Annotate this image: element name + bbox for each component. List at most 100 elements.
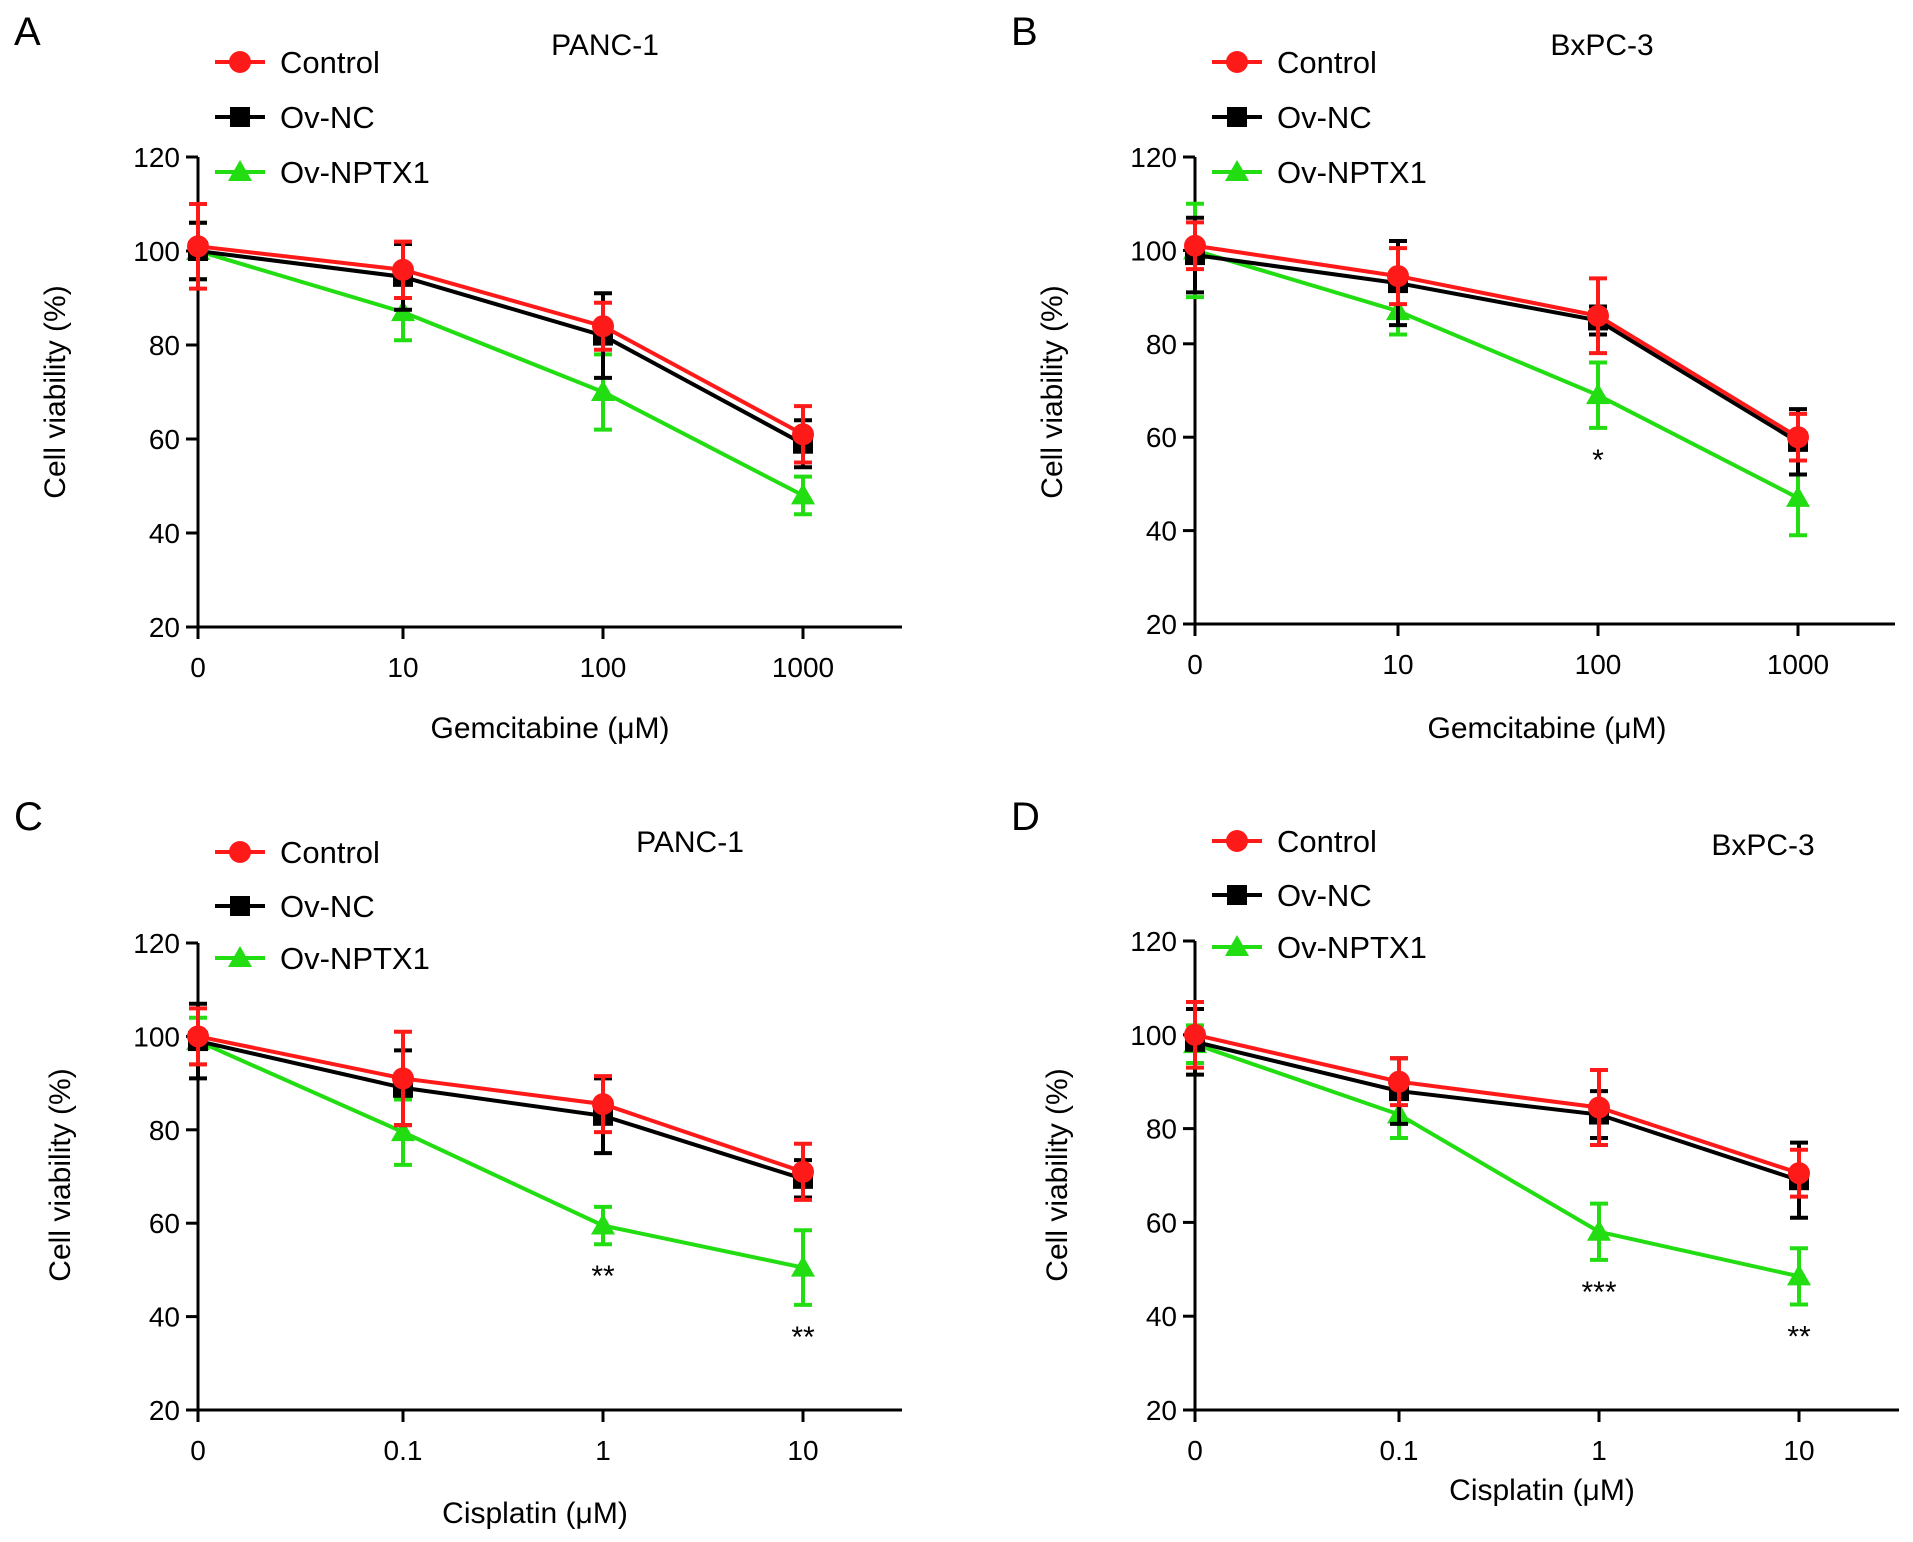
y-axis-label: Cell viability (%) [39, 285, 72, 498]
data-point [792, 1160, 814, 1183]
series-line [197, 244, 804, 437]
y-tick-label: 40 [1146, 516, 1177, 547]
legend: Control Ov-NC Ov-NPTX1 [215, 45, 430, 190]
chart-title: BxPC-3 [1550, 29, 1653, 62]
legend: Control Ov-NC Ov-NPTX1 [1212, 45, 1427, 190]
x-axis-label: Gemcitabine (μM) [1427, 712, 1666, 745]
legend-marker [1227, 107, 1247, 127]
data-point [392, 258, 414, 281]
x-tick-label: 10 [387, 652, 418, 683]
y-tick-label: 80 [1146, 329, 1177, 360]
data-point [1786, 485, 1810, 507]
legend-label: Ov-NPTX1 [280, 941, 430, 976]
data-point [791, 483, 815, 505]
legend-label: Control [1277, 45, 1377, 80]
legend-marker [1227, 885, 1247, 905]
legend-marker [228, 160, 252, 181]
panel-label: C [14, 795, 43, 839]
series-ov-nc [188, 220, 813, 470]
series-control [1184, 220, 1809, 463]
chart-title: PANC-1 [636, 826, 744, 859]
series-line [197, 1039, 804, 1181]
x-tick-label: 10 [1783, 1435, 1814, 1466]
y-tick-label: 40 [1146, 1301, 1177, 1332]
data-point [1388, 1070, 1410, 1093]
y-tick-label: 20 [149, 1395, 180, 1426]
y-tick-label: 60 [1146, 1207, 1177, 1238]
x-tick-label: 0.1 [384, 1435, 423, 1466]
x-tick-label: 1 [595, 1435, 611, 1466]
y-tick-label: 100 [133, 1021, 180, 1052]
data-point [391, 1120, 415, 1142]
series-line [1194, 253, 1800, 444]
y-tick-label: 120 [133, 142, 180, 173]
series-ov-nc [1185, 1007, 1809, 1220]
data-point [1788, 1162, 1810, 1185]
legend-marker [1226, 51, 1248, 73]
data-point [1587, 304, 1609, 327]
series-line [1194, 1032, 1800, 1176]
legend-marker [229, 841, 251, 863]
chart-panel-b: B BxPC-3 20 40 60 80 100 120 0 10 100 1000 Gemcitabi… [1011, 10, 1895, 745]
significance-marker: ** [791, 1321, 815, 1354]
y-tick-label: 20 [1146, 609, 1177, 640]
data-point [1787, 426, 1809, 449]
y-tick-label: 80 [1146, 1114, 1177, 1145]
legend-marker [1226, 830, 1248, 852]
y-tick-label: 20 [1146, 1395, 1177, 1426]
series-ov-nc [188, 1001, 813, 1200]
data-point [592, 315, 614, 338]
significance-marker: ** [1787, 1320, 1811, 1353]
legend-marker [1225, 935, 1249, 956]
y-tick-label: 100 [1130, 235, 1177, 266]
x-tick-label: 1000 [1767, 649, 1829, 680]
legend-entry-ov-nptx1: Ov-NPTX1 [1212, 155, 1427, 190]
legend-entry-ov-nptx1: Ov-NPTX1 [215, 941, 430, 976]
x-axis-label: Cisplatin (μM) [442, 1497, 628, 1530]
legend-entry-control: Control [1212, 45, 1377, 80]
x-axis-label: Gemcitabine (μM) [430, 712, 669, 745]
series-line [1194, 1042, 1800, 1279]
legend-entry-control: Control [1212, 824, 1377, 859]
legend-label: Control [280, 835, 380, 870]
data-point [187, 1025, 209, 1048]
legend-marker [229, 51, 251, 73]
data-point [592, 1093, 614, 1116]
x-tick-label: 100 [580, 652, 627, 683]
y-tick-label: 100 [1130, 1020, 1177, 1051]
chart-title: BxPC-3 [1711, 829, 1814, 862]
data-point [187, 235, 209, 258]
series-line [197, 1034, 804, 1174]
data-point [1587, 1219, 1611, 1241]
panel-label: B [1011, 10, 1038, 54]
x-tick-label: 0.1 [1380, 1435, 1419, 1466]
significance-marker: * [1592, 444, 1604, 477]
panel-label: A [14, 10, 41, 54]
y-axis-label: Cell viability (%) [1036, 285, 1069, 498]
x-tick-label: 0 [1187, 1435, 1203, 1466]
series-control [187, 1006, 814, 1202]
legend-label: Control [1277, 824, 1377, 859]
series-line [1194, 248, 1799, 500]
legend-label: Ov-NC [280, 889, 375, 924]
legend-entry-control: Control [215, 45, 380, 80]
legend-entry-ov-nc: Ov-NC [215, 100, 375, 135]
series-line [197, 249, 804, 498]
y-tick-label: 40 [149, 518, 180, 549]
data-point [591, 380, 615, 401]
legend-label: Ov-NPTX1 [1277, 930, 1427, 965]
legend-entry-ov-nc: Ov-NC [215, 889, 375, 924]
data-point [1387, 265, 1409, 288]
x-axis-label: Cisplatin (μM) [1449, 1474, 1635, 1507]
legend-marker [228, 946, 252, 967]
series-line [197, 249, 804, 446]
data-point [1184, 1023, 1206, 1046]
series-ov-nptx1 [1183, 1023, 1811, 1307]
y-tick-label: 100 [133, 236, 180, 267]
x-tick-label: 100 [1575, 649, 1622, 680]
y-tick-label: 80 [149, 330, 180, 361]
y-tick-label: 20 [149, 612, 180, 643]
y-tick-label: 120 [1130, 926, 1177, 957]
chart-panel-c: C PANC-1 20 40 60 80 100 120 0 0.1 1 10 Cisplatin (μ… [14, 795, 902, 1530]
